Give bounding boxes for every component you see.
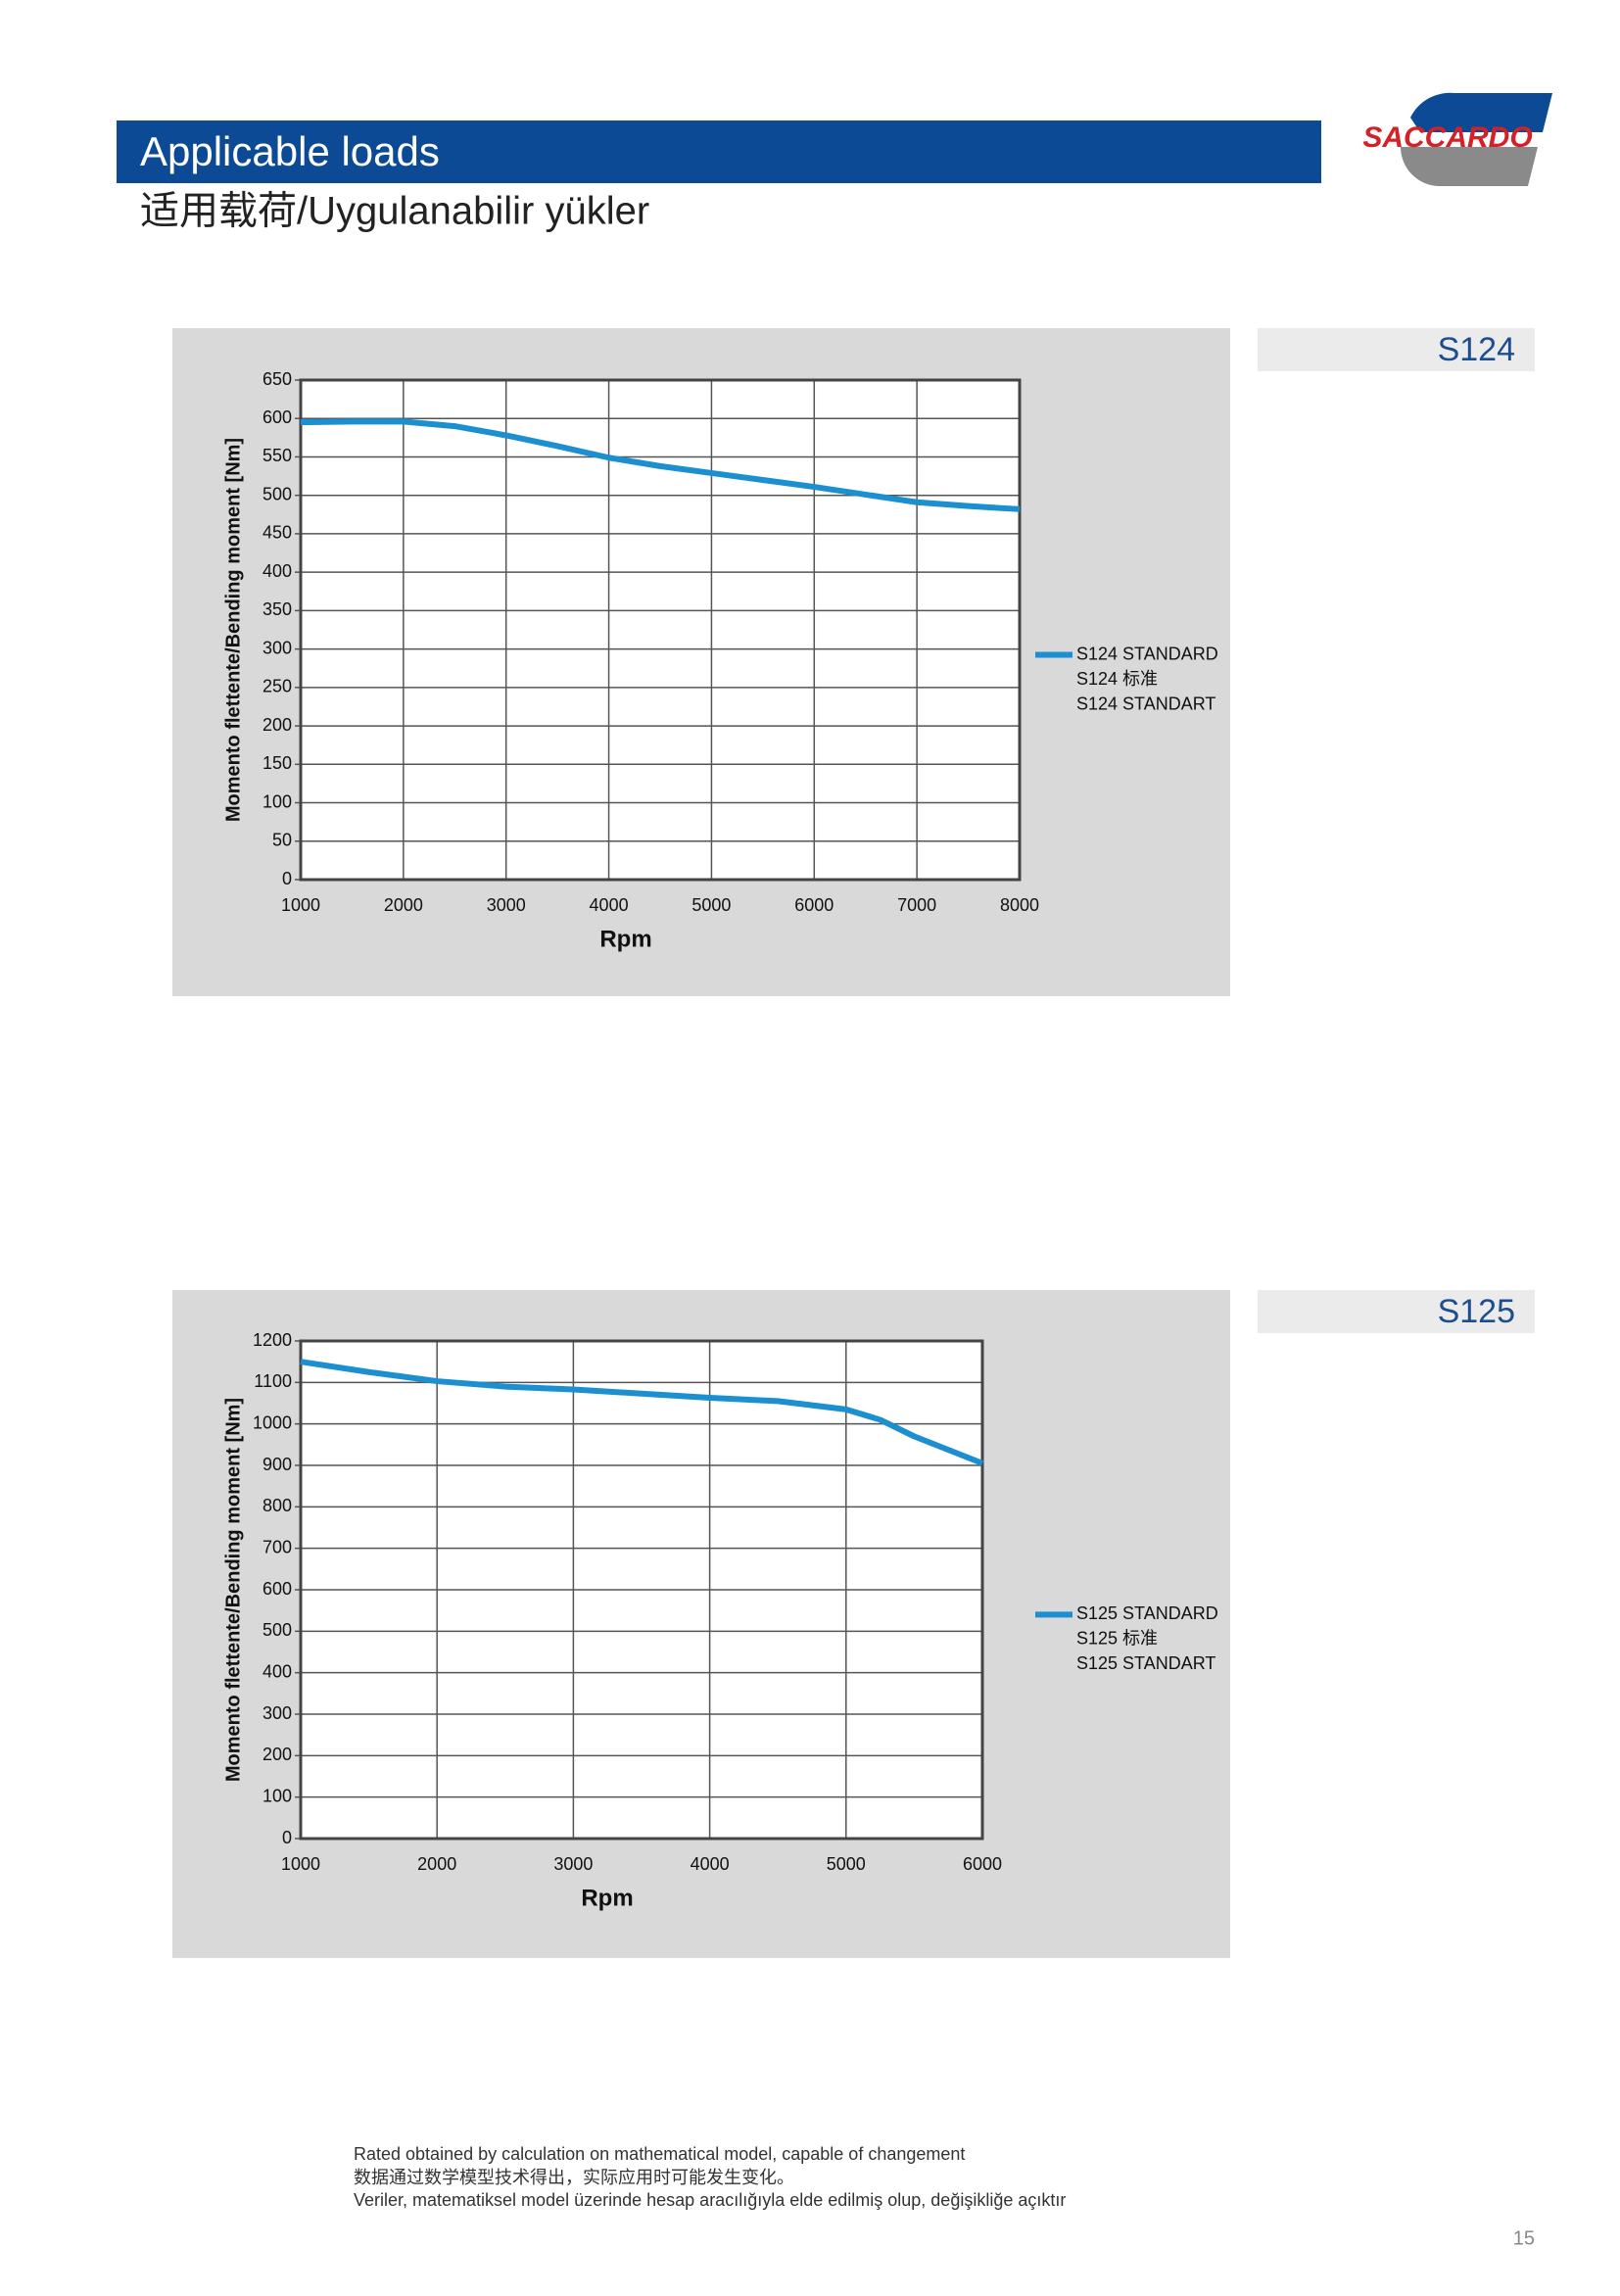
y-tick-label: 350 [262,599,292,619]
data-line [300,418,1021,512]
y-tick-label: 100 [262,791,292,811]
x-tick-label: 1000 [281,895,320,915]
y-tick-label: 600 [262,407,292,427]
x-axis-label: Rpm [599,926,651,952]
y-tick-label: 300 [262,1703,292,1723]
y-tick-label: 200 [262,1745,292,1764]
x-tick-label: 6000 [794,895,834,915]
x-tick-label: 2000 [417,1854,456,1874]
legend-label: S124 STANDART [1076,694,1215,713]
y-tick-label: 0 [282,869,292,888]
y-tick-label: 1200 [253,1330,292,1350]
x-tick-label: 4000 [691,1854,730,1874]
y-tick-label: 150 [262,753,292,773]
y-tick-label: 400 [262,561,292,581]
y-tick-label: 650 [262,369,292,389]
legend-label: S125 STANDART [1076,1653,1215,1673]
y-tick-label: 1100 [254,1371,292,1391]
x-tick-label: 6000 [963,1854,1002,1874]
x-axis-label: Rpm [581,1885,633,1911]
y-tick-label: 400 [262,1661,292,1681]
y-tick-label: 1000 [253,1412,292,1432]
x-tick-label: 3000 [487,895,526,915]
y-tick-label: 450 [262,523,292,543]
legend-label: S125 STANDARD [1076,1603,1218,1623]
y-tick-label: 250 [262,677,292,696]
y-tick-label: 600 [262,1579,292,1599]
model-label-box [1258,328,1535,371]
y-tick-label: 700 [262,1537,292,1556]
y-tick-label: 500 [262,484,292,503]
y-tick-label: 0 [282,1828,292,1847]
y-tick-label: 200 [262,715,292,735]
plot-border [299,378,1022,882]
footer-line: 数据通过数学模型技术得出，实际应用时可能发生变化。 [354,2168,794,2187]
x-tick-label: 2000 [384,895,423,915]
x-tick-label: 3000 [553,1854,593,1874]
data-line [300,1359,984,1466]
logo: SACCARDO [1362,92,1552,186]
header-bar [117,120,1321,183]
plot-area [301,380,1020,880]
header-subtitle: 适用载荷/Uygulanabilir yükler [140,190,649,233]
footer-line: Veriler, matematiksel model üzerinde hes… [354,2190,1066,2210]
logo-text: SACCARDO [1362,121,1532,154]
y-tick-label: 300 [262,638,292,657]
header-title: Applicable loads [140,128,440,174]
y-tick-label: 50 [272,831,292,850]
y-tick-label: 800 [262,1496,292,1515]
legend-label: S124 STANDARD [1076,644,1218,663]
x-tick-label: 7000 [897,895,936,915]
y-axis-label: Momento flettente/Bending moment [Nm] [222,1398,244,1782]
y-tick-label: 100 [262,1786,292,1805]
x-tick-label: 1000 [281,1854,320,1874]
x-tick-label: 5000 [691,895,731,915]
y-tick-label: 550 [262,446,292,465]
model-label-box [1258,1290,1535,1333]
y-tick-label: 900 [262,1455,292,1474]
x-tick-label: 5000 [827,1854,866,1874]
legend-label: S124 标准 [1076,669,1158,689]
legend-label: S125 标准 [1076,1629,1158,1649]
plot-border [299,1339,984,1841]
model-label: S124 [1438,331,1515,368]
x-tick-label: 4000 [590,895,629,915]
footer-line: Rated obtained by calculation on mathema… [354,2144,965,2164]
x-tick-label: 8000 [1000,895,1039,915]
y-tick-label: 500 [262,1620,292,1640]
model-label: S125 [1438,1293,1515,1330]
page-number: 15 [1513,2227,1535,2249]
y-axis-label: Momento flettente/Bending moment [Nm] [222,438,244,822]
